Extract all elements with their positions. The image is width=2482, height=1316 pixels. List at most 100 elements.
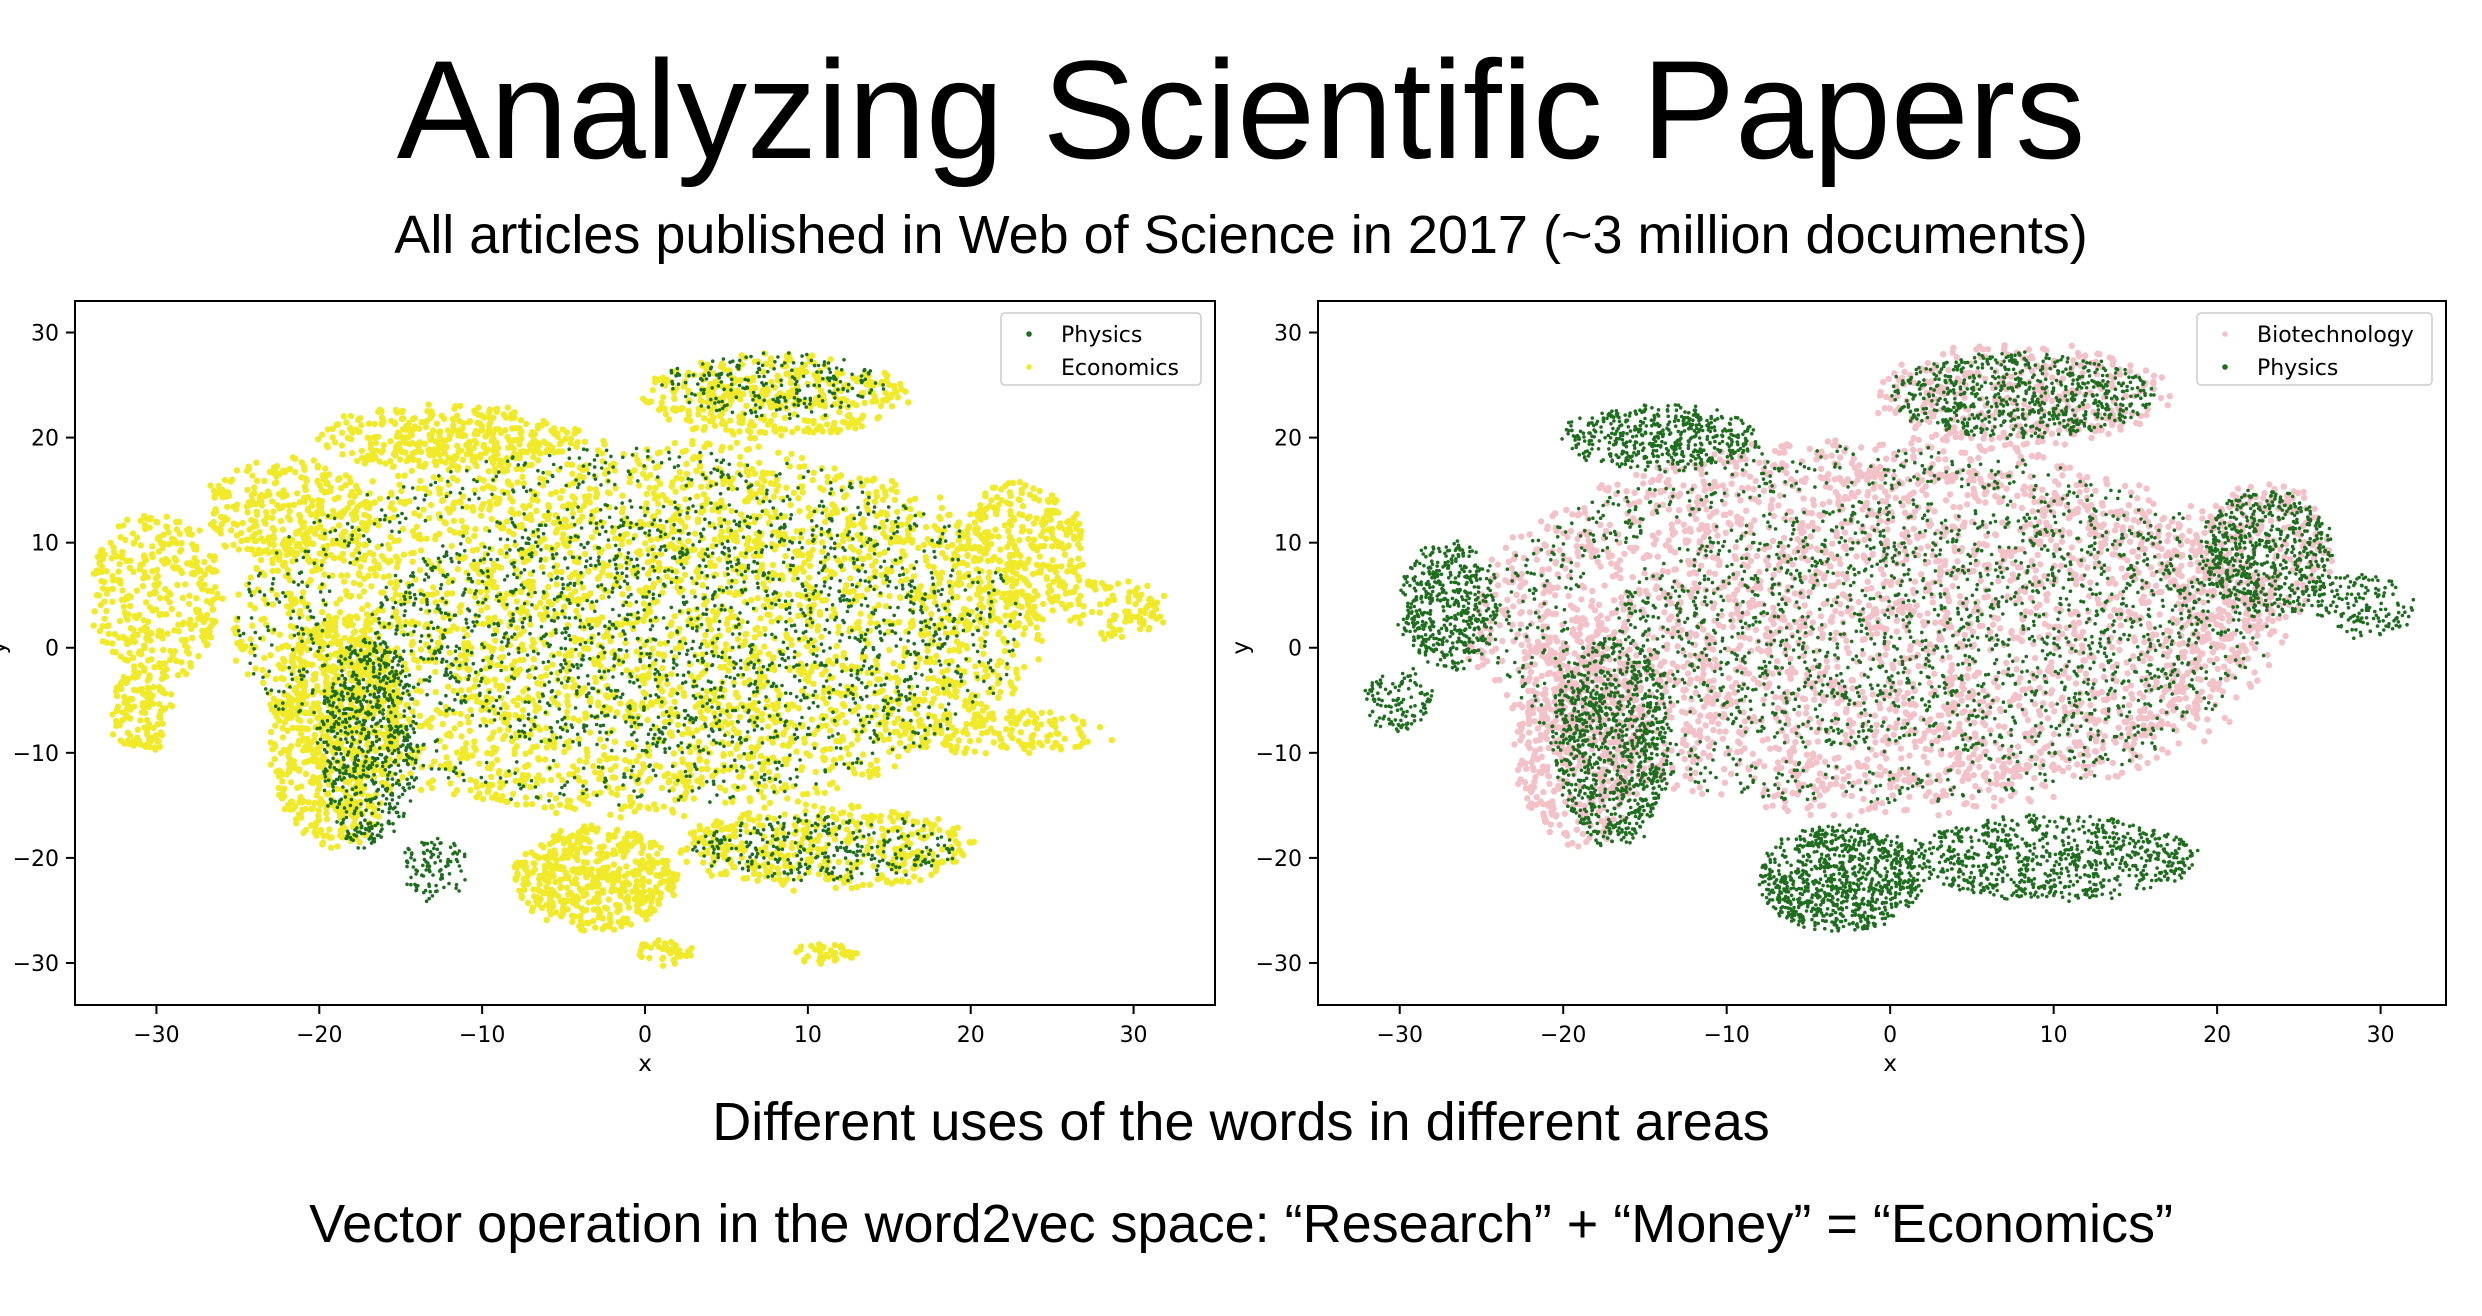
point: [116, 578, 124, 585]
point: [356, 572, 363, 579]
point: [699, 651, 706, 658]
point: [142, 599, 150, 606]
point: [477, 512, 485, 519]
point: [570, 715, 577, 722]
point: [410, 549, 417, 557]
point: [352, 636, 359, 644]
point: [109, 640, 116, 647]
point: [540, 535, 548, 543]
point: [759, 710, 766, 718]
point: [754, 595, 761, 602]
point: [636, 752, 643, 760]
point: [417, 588, 424, 595]
point: [606, 490, 613, 497]
point: [504, 590, 511, 597]
point: [931, 659, 939, 666]
point: [675, 558, 682, 565]
point: [712, 501, 720, 508]
point: [145, 618, 152, 625]
point: [799, 489, 806, 496]
point: [466, 686, 473, 693]
point: [224, 503, 231, 511]
point: [649, 645, 656, 652]
point: [304, 556, 312, 564]
point: [494, 499, 502, 507]
point: [655, 650, 662, 657]
point: [648, 536, 655, 543]
point: [219, 595, 226, 602]
point: [522, 775, 530, 782]
point: [527, 731, 534, 738]
point: [396, 753, 403, 761]
point: [319, 558, 326, 566]
point: [532, 604, 540, 611]
point: [221, 542, 228, 549]
point: [433, 706, 440, 714]
point: [755, 443, 762, 450]
point: [810, 730, 818, 738]
point: [473, 794, 480, 801]
point: [448, 542, 455, 550]
point: [487, 659, 494, 666]
point: [676, 517, 683, 524]
point: [130, 627, 137, 634]
point: [293, 530, 300, 537]
point: [427, 723, 434, 731]
point: [491, 614, 498, 621]
point: [158, 557, 166, 564]
point: [611, 774, 619, 781]
point: [451, 499, 458, 506]
point: [310, 540, 317, 547]
point: [387, 557, 394, 565]
point: [704, 765, 711, 773]
point: [527, 621, 534, 628]
point: [548, 803, 556, 811]
point: [745, 471, 752, 479]
point: [112, 648, 119, 656]
point: [553, 809, 560, 817]
point: [863, 477, 871, 484]
point: [736, 461, 743, 468]
point: [401, 472, 408, 479]
point: [127, 602, 134, 610]
point: [428, 714, 436, 722]
point: [454, 566, 461, 573]
point: [895, 619, 902, 626]
point: [646, 484, 653, 492]
point: [599, 614, 606, 621]
point: [622, 639, 629, 646]
point: [511, 750, 518, 757]
point: [328, 844, 335, 851]
point: [124, 516, 131, 523]
point: [301, 466, 308, 473]
point: [150, 590, 157, 597]
point: [536, 705, 543, 712]
series-economics: [90, 350, 1168, 969]
point: [882, 726, 890, 734]
point: [154, 721, 161, 728]
point: [486, 406, 494, 413]
point: [520, 646, 527, 653]
point: [575, 578, 582, 586]
point: [730, 726, 737, 733]
point: [631, 706, 638, 713]
point: [120, 633, 127, 641]
point: [543, 744, 551, 751]
point: [819, 597, 826, 604]
point: [618, 541, 625, 548]
point: [790, 489, 798, 496]
point: [259, 666, 266, 674]
point: [139, 582, 147, 590]
point: [727, 444, 734, 451]
point: [140, 553, 148, 561]
point: [798, 564, 805, 571]
point: [517, 416, 525, 424]
point: [821, 518, 829, 526]
point: [937, 575, 944, 582]
point: [142, 709, 149, 717]
point: [340, 557, 347, 564]
point: [678, 644, 685, 651]
point: [415, 664, 422, 671]
point: [837, 754, 844, 762]
point: [650, 490, 657, 497]
